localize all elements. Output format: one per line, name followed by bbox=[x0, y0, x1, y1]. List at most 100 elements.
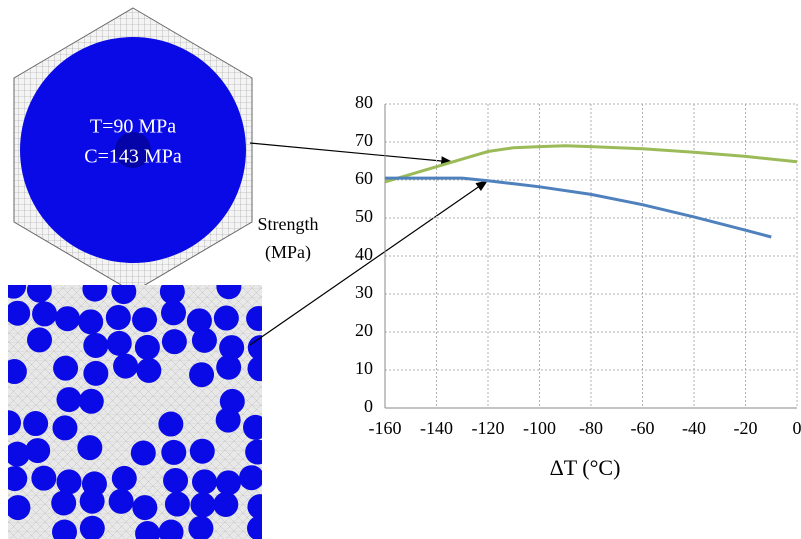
fiber bbox=[192, 469, 218, 495]
x-tick-label: -120 bbox=[472, 418, 505, 438]
fiber bbox=[136, 357, 162, 383]
fiber bbox=[188, 515, 214, 539]
fiber bbox=[213, 305, 239, 331]
x-tick-label: 0 bbox=[793, 418, 801, 438]
fiber bbox=[243, 414, 262, 440]
fiber bbox=[161, 329, 187, 355]
fiber bbox=[111, 465, 137, 491]
fiber bbox=[111, 285, 137, 305]
fiber bbox=[8, 495, 31, 521]
x-tick-label: -40 bbox=[682, 418, 706, 438]
annotation: C=143 MPa bbox=[84, 146, 182, 168]
fiber bbox=[8, 441, 30, 467]
fiber bbox=[161, 300, 187, 326]
y-tick-label: 80 bbox=[355, 92, 373, 112]
fiber bbox=[106, 330, 132, 356]
arrow bbox=[249, 142, 454, 166]
fiber bbox=[247, 335, 262, 361]
fiber bbox=[83, 360, 109, 386]
data-line bbox=[385, 176, 772, 239]
fiber bbox=[52, 415, 78, 441]
fiber bbox=[31, 465, 57, 491]
y-tick-label: 10 bbox=[355, 358, 373, 378]
data-line bbox=[384, 144, 798, 184]
hexagon-model: T=90 MPa C=143 MPa bbox=[13, 7, 253, 293]
fiber bbox=[82, 285, 108, 302]
fiber bbox=[8, 466, 28, 492]
fiber bbox=[105, 304, 131, 330]
fiber bbox=[8, 300, 31, 326]
fiber bbox=[8, 285, 27, 299]
y-axis-label: (MPa) bbox=[265, 242, 311, 263]
fiber bbox=[215, 470, 241, 496]
fiber bbox=[78, 388, 104, 414]
fiber bbox=[25, 438, 51, 464]
fiber bbox=[130, 440, 156, 466]
fiber bbox=[247, 356, 262, 382]
fiber bbox=[8, 359, 27, 385]
fiber bbox=[113, 353, 139, 379]
fiber bbox=[247, 494, 262, 520]
fiber bbox=[52, 519, 78, 539]
y-tick-label: 40 bbox=[355, 244, 373, 264]
x-tick-label: -100 bbox=[523, 418, 556, 438]
fiber-model bbox=[8, 285, 262, 539]
fiber bbox=[53, 355, 79, 381]
fiber bbox=[247, 515, 262, 539]
y-tick-label: 70 bbox=[355, 130, 373, 150]
fiber bbox=[190, 492, 216, 518]
fiber bbox=[213, 491, 239, 517]
fiber bbox=[78, 309, 104, 335]
fiber bbox=[27, 327, 53, 353]
x-tick-label: -140 bbox=[420, 418, 453, 438]
annotation: T=90 MPa bbox=[90, 116, 176, 138]
y-tick-label: 30 bbox=[355, 282, 373, 302]
x-tick-label: -160 bbox=[369, 418, 402, 438]
fiber bbox=[239, 465, 262, 491]
fiber bbox=[132, 307, 158, 333]
fiber bbox=[161, 439, 187, 465]
fiber bbox=[79, 488, 105, 514]
fiber bbox=[56, 469, 82, 495]
y-tick-label: 0 bbox=[364, 396, 373, 416]
fiber bbox=[159, 285, 185, 305]
fiber bbox=[108, 488, 134, 514]
fiber bbox=[158, 519, 184, 539]
fiber bbox=[132, 495, 158, 521]
fiber bbox=[32, 301, 58, 327]
fiber bbox=[55, 306, 81, 332]
x-axis-label: ΔT (°C) bbox=[550, 455, 621, 480]
fiber bbox=[215, 407, 241, 433]
fiber bbox=[134, 334, 160, 360]
x-tick-label: -60 bbox=[631, 418, 655, 438]
arrow bbox=[249, 180, 488, 346]
fiber bbox=[219, 335, 245, 361]
y-axis-label: Strength bbox=[258, 214, 319, 234]
x-tick-label: -80 bbox=[579, 418, 603, 438]
y-tick-label: 20 bbox=[355, 320, 373, 340]
fiber bbox=[163, 468, 189, 494]
y-tick-label: 50 bbox=[355, 206, 373, 226]
fiber bbox=[135, 521, 161, 539]
fiber bbox=[77, 435, 103, 461]
fiber bbox=[191, 327, 217, 353]
fiber bbox=[189, 362, 215, 388]
fiber bbox=[186, 308, 212, 334]
fiber bbox=[164, 491, 190, 517]
x-tick-label: -20 bbox=[734, 418, 758, 438]
fiber bbox=[216, 354, 242, 380]
fiber bbox=[219, 388, 245, 414]
fiber bbox=[158, 411, 184, 437]
fiber bbox=[245, 439, 262, 465]
fiber bbox=[23, 411, 49, 437]
fiber bbox=[51, 490, 77, 516]
fiber bbox=[83, 332, 109, 358]
fiber bbox=[246, 306, 262, 332]
fiber bbox=[216, 285, 242, 300]
fiber bbox=[79, 515, 105, 539]
fiber bbox=[8, 410, 22, 436]
fiber bbox=[189, 438, 215, 464]
fiber bbox=[26, 285, 52, 303]
fiber bbox=[56, 387, 82, 413]
